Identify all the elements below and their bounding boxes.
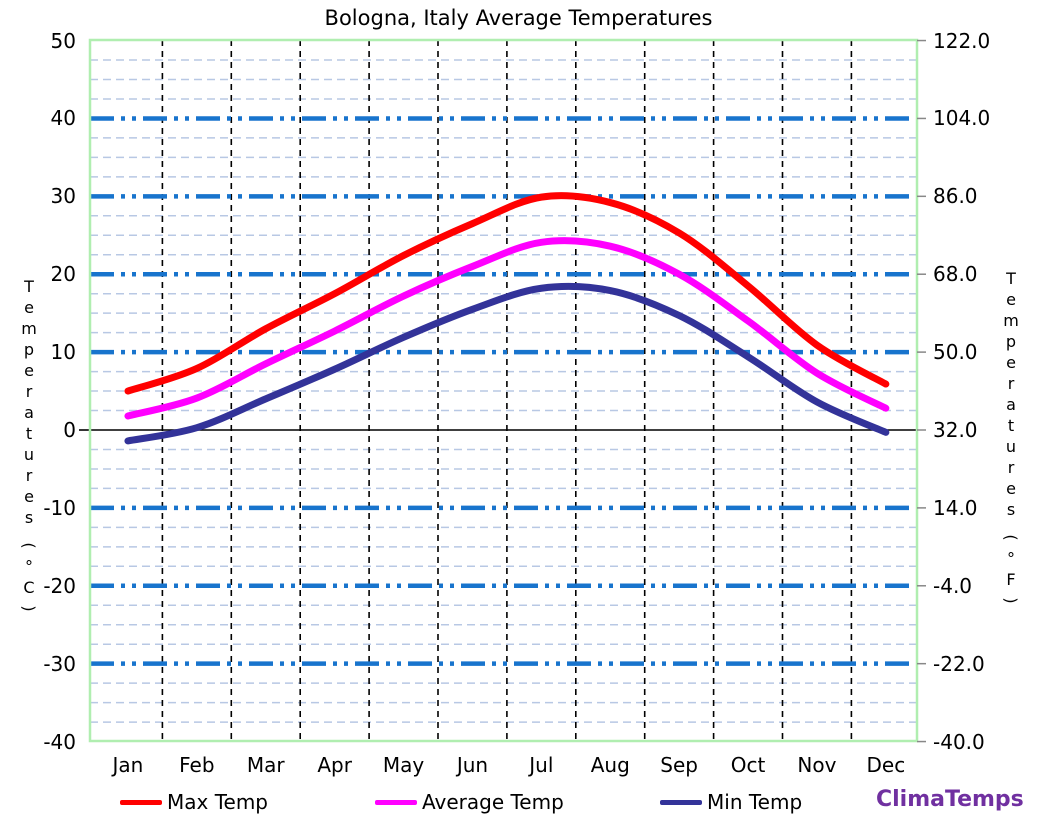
axis-title-letter: u — [23, 445, 35, 464]
axis-title-letter: e — [1006, 290, 1016, 309]
axis-title-unit-char: C — [23, 578, 35, 597]
y-axis-right-tick-label: 104.0 — [933, 106, 991, 131]
x-axis-month-label: Mar — [246, 753, 285, 777]
legend-label-average-temp: Average Temp — [422, 790, 564, 814]
y-axis-left-tick-label: 30 — [50, 184, 76, 209]
legend-label-min-temp: Min Temp — [707, 790, 803, 814]
axis-title-letter: a — [1006, 395, 1016, 414]
plot-frame — [88, 38, 919, 743]
axis-title-letter: r — [1007, 374, 1015, 393]
axis-title-letter: e — [1006, 353, 1016, 372]
x-axis-month-label: Feb — [179, 753, 215, 777]
y-axis-right-tick-label: 50.0 — [933, 340, 978, 365]
y-axis-left-tick-label: -30 — [43, 651, 76, 676]
x-axis-month-label: Oct — [730, 753, 766, 777]
axis-title-letter: T — [24, 277, 34, 296]
y-axis-left-tick-label: 40 — [50, 106, 76, 131]
axis-title-letter: e — [24, 298, 34, 317]
min-temp-line-swatch — [660, 799, 702, 805]
axis-title-unit-char: ( — [1001, 534, 1021, 541]
axis-title-letter: e — [24, 487, 34, 506]
axis-title-letter: r — [25, 382, 33, 401]
legend-item-max-temp: Max Temp — [120, 786, 268, 818]
y-axis-left-tick-label: 20 — [50, 262, 76, 287]
y-axis-right-tick-label: 68.0 — [933, 262, 978, 287]
legend: Max Temp Average Temp Min Temp ClimaTemp… — [0, 786, 1037, 818]
y-axis-left-tick-label: 50 — [50, 28, 76, 53]
y-axis-right-tick-label: 122.0 — [933, 28, 991, 53]
legend-label-max-temp: Max Temp — [167, 790, 269, 814]
axis-title-unit-char: ) — [1001, 597, 1021, 604]
x-axis-month-label: May — [382, 753, 425, 777]
axis-title-letter: t — [25, 424, 33, 443]
axis-title-letter: e — [24, 361, 34, 380]
x-axis-month-label: Nov — [797, 753, 837, 777]
axis-title-letter: u — [1005, 437, 1017, 456]
y-axis-left-tick-label: 10 — [50, 340, 76, 365]
max-temp-curve — [124, 192, 890, 395]
axis-title-letter: m — [21, 319, 37, 338]
axis-title-letter: r — [1007, 458, 1015, 477]
legend-item-min-temp: Min Temp — [660, 786, 802, 818]
x-axis-month-label: Apr — [317, 753, 352, 777]
axis-title-letter: e — [1006, 479, 1016, 498]
y-axis-left-tick-label: -20 — [43, 573, 76, 598]
axis-title-letter: p — [23, 340, 35, 359]
axis-title-unit-char: ° — [25, 557, 33, 576]
x-axis-month-label: Jul — [529, 753, 554, 777]
axis-title-unit-char: ° — [1007, 549, 1015, 568]
x-axis-month-label: Aug — [590, 753, 630, 777]
average-temp-line-swatch — [375, 799, 417, 805]
axis-title-letter: s — [1006, 500, 1016, 519]
max-temp-line-swatch — [120, 799, 162, 805]
axis-title-unit-char: F — [1006, 570, 1016, 589]
y-axis-left-tick-label: 0 — [63, 418, 76, 442]
brand-climatemps: ClimaTemps — [876, 787, 1024, 812]
x-axis-month-label: Dec — [866, 753, 906, 777]
y-axis-right-tick-label: -40.0 — [933, 729, 985, 754]
axis-title-letter: m — [1003, 311, 1019, 330]
x-axis-month-label: Sep — [660, 753, 698, 777]
legend-item-average-temp: Average Temp — [375, 786, 564, 818]
min-temp-curve — [124, 282, 890, 445]
y-axis-right-tick-label: -22.0 — [933, 651, 985, 676]
axis-title-letter: s — [24, 508, 34, 527]
average-temp-curve — [124, 237, 890, 420]
y-axis-right-tick-label: -4.0 — [933, 573, 973, 598]
x-axis-month-label: Jan — [112, 753, 144, 777]
axis-title-letter: p — [1005, 332, 1017, 351]
y-axis-right-tick-label: 32.0 — [933, 418, 978, 442]
axis-title-unit-char: ( — [19, 542, 39, 549]
axis-title-letter: a — [24, 403, 34, 422]
axis-title-letter: t — [1007, 416, 1015, 435]
y-axis-right-tick-label: 14.0 — [933, 495, 978, 520]
axis-title-letter: T — [1006, 269, 1016, 288]
axis-title-letter: r — [25, 466, 33, 485]
y-axis-left-tick-label: -40 — [43, 729, 76, 754]
axis-title-unit-char: ) — [19, 605, 39, 612]
chart-title: Bologna, Italy Average Temperatures — [324, 6, 713, 30]
y-axis-left-tick-label: -10 — [43, 495, 76, 520]
x-axis-month-label: Jun — [456, 753, 489, 777]
y-axis-right-tick-label: 86.0 — [933, 184, 978, 209]
